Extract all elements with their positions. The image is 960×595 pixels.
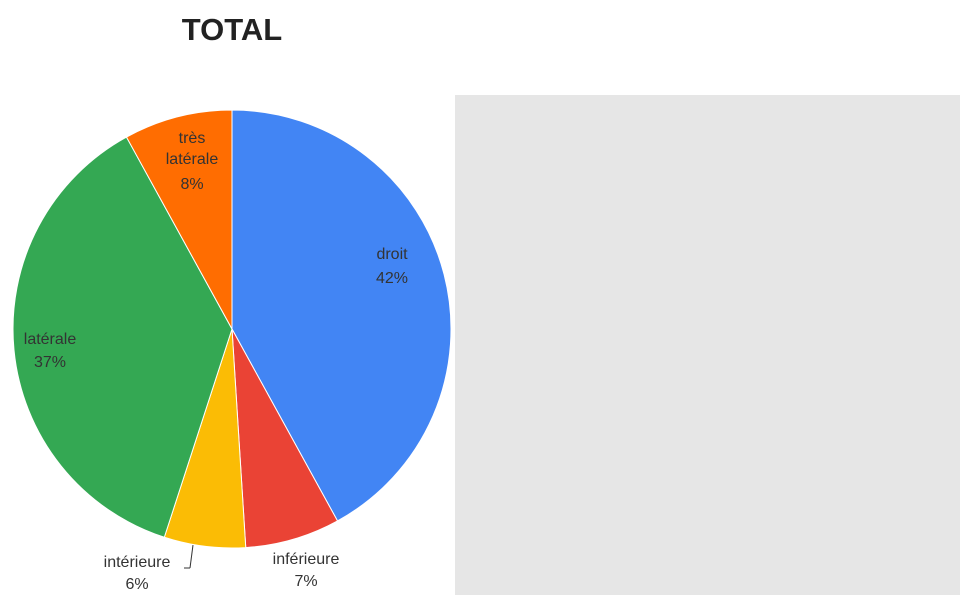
slice-label: latérale <box>23 331 77 348</box>
photo-placeholder <box>455 95 960 595</box>
slice-label: droit <box>376 246 408 263</box>
slice-value-label: 6% <box>125 576 149 593</box>
slice-label: très latérale <box>165 130 219 168</box>
slice-value-label: 37% <box>33 354 67 371</box>
slice-value-label: 42% <box>375 270 409 287</box>
slice-label: inférieure <box>272 551 340 568</box>
slice-value-label: 8% <box>180 176 204 193</box>
slice-label: intérieure <box>103 554 171 571</box>
slice-value-label: 7% <box>294 573 318 590</box>
leader-line <box>189 544 194 569</box>
chart-title: TOTAL <box>181 12 283 47</box>
pie-slice <box>125 109 233 330</box>
pie-slice <box>12 136 233 538</box>
pie-slice <box>231 109 452 522</box>
